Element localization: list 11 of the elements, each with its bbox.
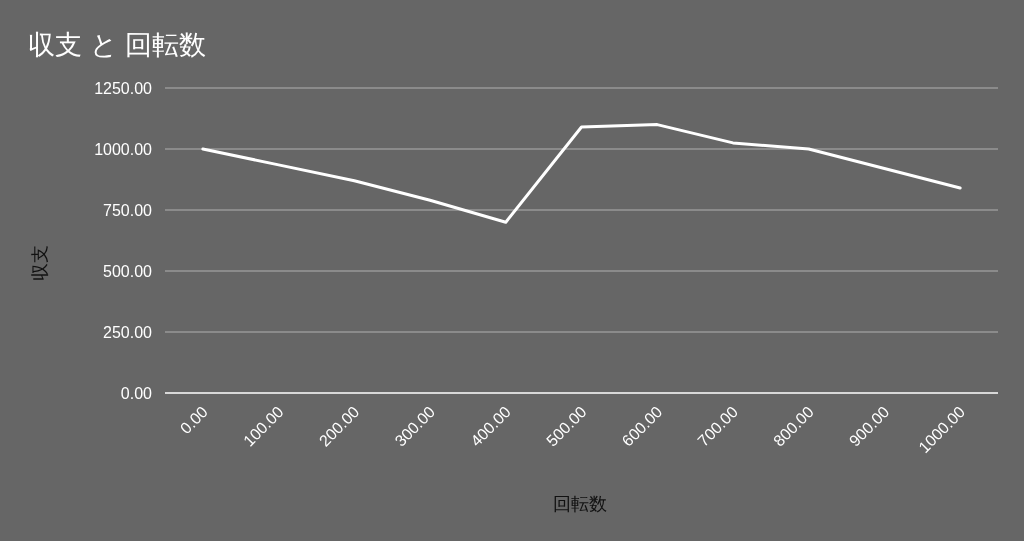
y-tick-label: 500.00 [103, 263, 153, 280]
y-axis-title: 収支 [30, 244, 50, 281]
y-tick-label: 750.00 [103, 202, 153, 219]
x-tick-label: 0.00 [176, 403, 212, 438]
y-tick-label: 0.00 [120, 385, 153, 402]
chart-title: 収支 と 回転数 [28, 30, 207, 60]
y-tick-label: 250.00 [103, 324, 153, 341]
y-tick-label: 1250.00 [94, 80, 153, 97]
x-axis-title: 回転数 [552, 494, 607, 514]
y-tick-label: 1000.00 [94, 141, 153, 158]
line-series [201, 123, 962, 224]
